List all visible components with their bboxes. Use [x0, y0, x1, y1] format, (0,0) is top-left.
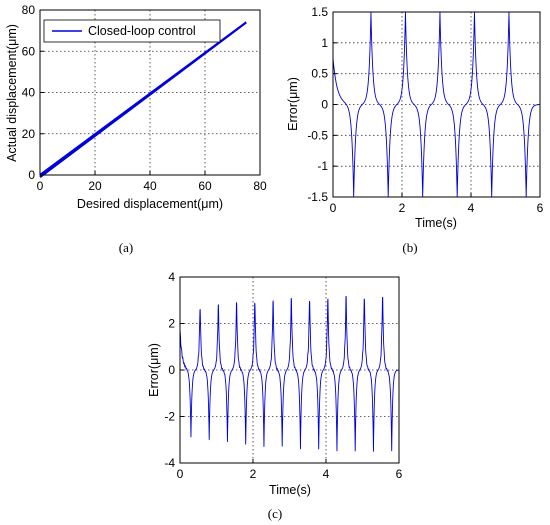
panel-b-series-error: [332, 12, 541, 197]
panel-a-xlabel: Desired displacement(μm): [77, 197, 223, 211]
y-tick-label: 2: [168, 317, 175, 331]
panel-c: 0 2 4 6 -4 -2 0 2 4 Time(s) Error(μm) (c): [147, 270, 403, 521]
panel-b-ylabel: Error(μm): [286, 77, 300, 131]
y-tick-label: 1.5: [311, 5, 328, 19]
x-tick-label: 80: [253, 179, 267, 193]
x-tick-label: 6: [396, 467, 403, 481]
x-tick-label: 2: [250, 467, 257, 481]
panel-c-xlabel: Time(s): [269, 483, 311, 497]
y-tick-label: 20: [22, 127, 36, 141]
y-tick-label: -1.5: [307, 190, 328, 204]
panel-a-caption: (a): [119, 240, 133, 255]
panel-a-ylabel: Actual displacement(μm): [5, 24, 19, 162]
y-tick-label: 0: [28, 168, 35, 182]
panel-b-ticks: 0 2 4 6 -1.5 -1 -0.5 0 0.5 1 1.5: [307, 5, 543, 215]
y-tick-label: -2: [164, 410, 175, 424]
panel-c-ticks: 0 2 4 6 -4 -2 0 2 4: [164, 270, 402, 481]
y-tick-label: 60: [22, 44, 36, 58]
y-tick-label: -4: [164, 456, 175, 470]
y-tick-label: 1: [321, 36, 328, 50]
x-tick-label: 60: [198, 179, 212, 193]
x-tick-label: 4: [323, 467, 330, 481]
panel-c-series-error: [179, 295, 400, 452]
panel-c-grid: [180, 277, 399, 463]
y-tick-label: 0.5: [311, 67, 328, 81]
y-tick-label: -0.5: [307, 128, 328, 142]
x-tick-label: 20: [88, 179, 102, 193]
y-tick-label: 0: [168, 363, 175, 377]
x-tick-label: 0: [37, 179, 44, 193]
y-tick-label: -1: [317, 159, 328, 173]
legend-box: [43, 19, 221, 43]
panel-b-grid: [333, 12, 540, 197]
y-tick-label: 40: [22, 86, 36, 100]
panel-b: 0 2 4 6 -1.5 -1 -0.5 0 0.5 1 1.5 Time(s) Error(μm)…: [286, 5, 544, 255]
y-tick-label: 80: [22, 3, 36, 17]
panel-a-grid: [40, 10, 260, 175]
panel-b-xlabel: Time(s): [415, 216, 457, 230]
panel-b-caption: (b): [402, 240, 417, 255]
x-tick-label: 2: [399, 201, 406, 215]
y-tick-label: 0: [321, 98, 328, 112]
y-tick-label: 4: [168, 270, 175, 284]
x-tick-label: 0: [177, 467, 184, 481]
panel-a-ticks: 0 20 40 60 80 0 20 40 60 80: [22, 3, 267, 193]
x-tick-label: 6: [537, 201, 544, 215]
panel-a: 0 20 40 60 80 0 20 40 60 80 Closed-loop control D…: [5, 3, 267, 255]
panel-b-frame: [332, 11, 541, 198]
x-tick-label: 40: [143, 179, 157, 193]
legend-entry-closed-loop: Closed-loop control: [88, 24, 196, 38]
panel-a-legend: Closed-loop control: [43, 19, 221, 43]
x-tick-label: 4: [468, 201, 475, 215]
x-tick-label: 0: [330, 201, 337, 215]
panel-a-series-closed-loop: [39, 21, 247, 178]
panel-c-ylabel: Error(μm): [147, 343, 161, 397]
panel-c-caption: (c): [268, 506, 282, 521]
